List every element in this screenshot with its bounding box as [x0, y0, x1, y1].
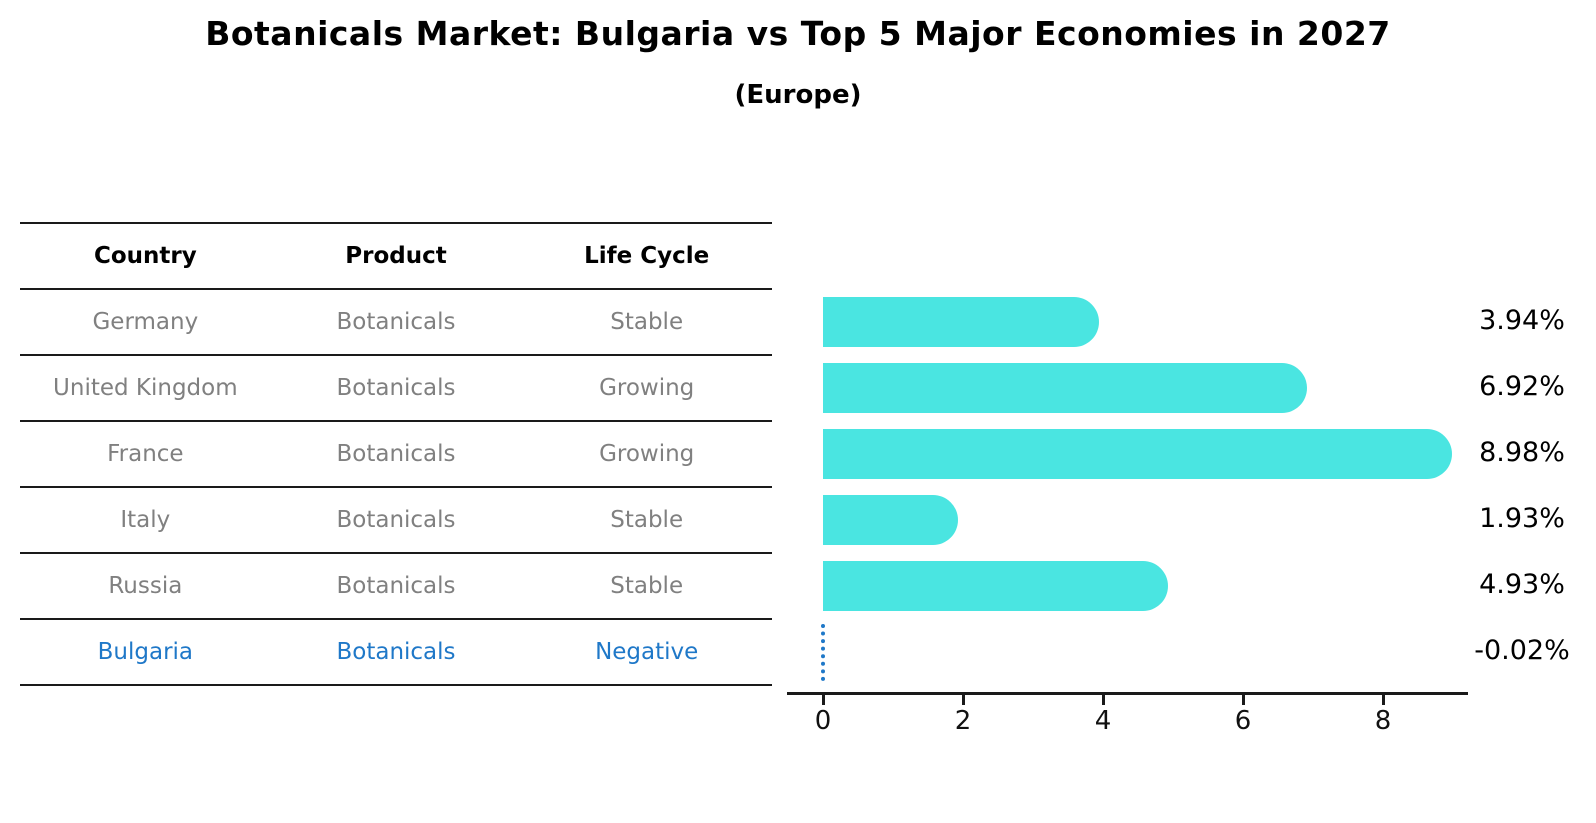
- cell-lifecycle: Stable: [610, 573, 684, 599]
- x-axis-tick-label: 0: [814, 706, 832, 736]
- value-label: 4.93%: [1479, 569, 1565, 600]
- zero-dotted-marker-bulgaria: [821, 624, 825, 681]
- value-label: 6.92%: [1479, 371, 1565, 402]
- cell-product: Botanicals: [336, 309, 456, 335]
- cell-lifecycle: Negative: [595, 639, 699, 665]
- cell-country: United Kingdom: [53, 375, 238, 401]
- cell-product: Botanicals: [336, 375, 456, 401]
- bar-germany: [823, 297, 1099, 347]
- chart-title: Botanicals Market: Bulgaria vs Top 5 Maj…: [205, 14, 1391, 53]
- x-axis-tick: [1381, 695, 1385, 705]
- x-axis-line: [787, 692, 1468, 695]
- bar-italy: [823, 495, 958, 545]
- x-axis-tick-label: 4: [1094, 706, 1112, 736]
- cell-product: Botanicals: [336, 441, 456, 467]
- cell-product: Botanicals: [336, 507, 456, 533]
- x-axis-tick-label: 2: [954, 706, 972, 736]
- cell-lifecycle: Growing: [599, 375, 695, 401]
- cell-lifecycle: Stable: [610, 309, 684, 335]
- table-body: Germany Botanicals Stable United Kingdom Bot…: [20, 290, 772, 686]
- value-label: 8.98%: [1479, 437, 1565, 468]
- cell-lifecycle: Growing: [599, 441, 695, 467]
- summary-table: Country Product Life Cycle Germany Botani…: [20, 222, 772, 686]
- table-row: Bulgaria Botanicals Negative: [20, 620, 772, 686]
- bar-france: [823, 429, 1452, 479]
- cell-lifecycle: Stable: [610, 507, 684, 533]
- cell-product: Botanicals: [336, 639, 456, 665]
- table-row: Russia Botanicals Stable: [20, 554, 772, 620]
- column-header-product: Product: [345, 243, 447, 269]
- chart-subtitle: (Europe): [734, 80, 862, 110]
- table-row: United Kingdom Botanicals Growing: [20, 356, 772, 422]
- value-label: -0.02%: [1474, 635, 1570, 666]
- x-axis-tick: [961, 695, 965, 705]
- cell-country: Italy: [120, 507, 171, 533]
- value-label: 1.93%: [1479, 503, 1565, 534]
- cell-country: Russia: [108, 573, 183, 599]
- x-axis-tick: [1101, 695, 1105, 705]
- x-axis-tick: [1241, 695, 1245, 705]
- bar-russia: [823, 561, 1168, 611]
- column-header-country: Country: [93, 243, 197, 269]
- x-axis-tick-label: 8: [1374, 706, 1392, 736]
- table-row: Italy Botanicals Stable: [20, 488, 772, 554]
- x-axis-tick-label: 6: [1234, 706, 1252, 736]
- cell-country: Germany: [92, 309, 199, 335]
- bar-united-kingdom: [823, 363, 1307, 413]
- cell-product: Botanicals: [336, 573, 456, 599]
- cell-country: France: [107, 441, 184, 467]
- cell-country: Bulgaria: [97, 639, 194, 665]
- table-header-row: Country Product Life Cycle: [20, 224, 772, 290]
- table-row: Germany Botanicals Stable: [20, 290, 772, 356]
- table-row: France Botanicals Growing: [20, 422, 772, 488]
- x-axis-tick: [821, 695, 825, 705]
- column-header-lifecycle: Life Cycle: [584, 243, 710, 269]
- value-label: 3.94%: [1479, 305, 1565, 336]
